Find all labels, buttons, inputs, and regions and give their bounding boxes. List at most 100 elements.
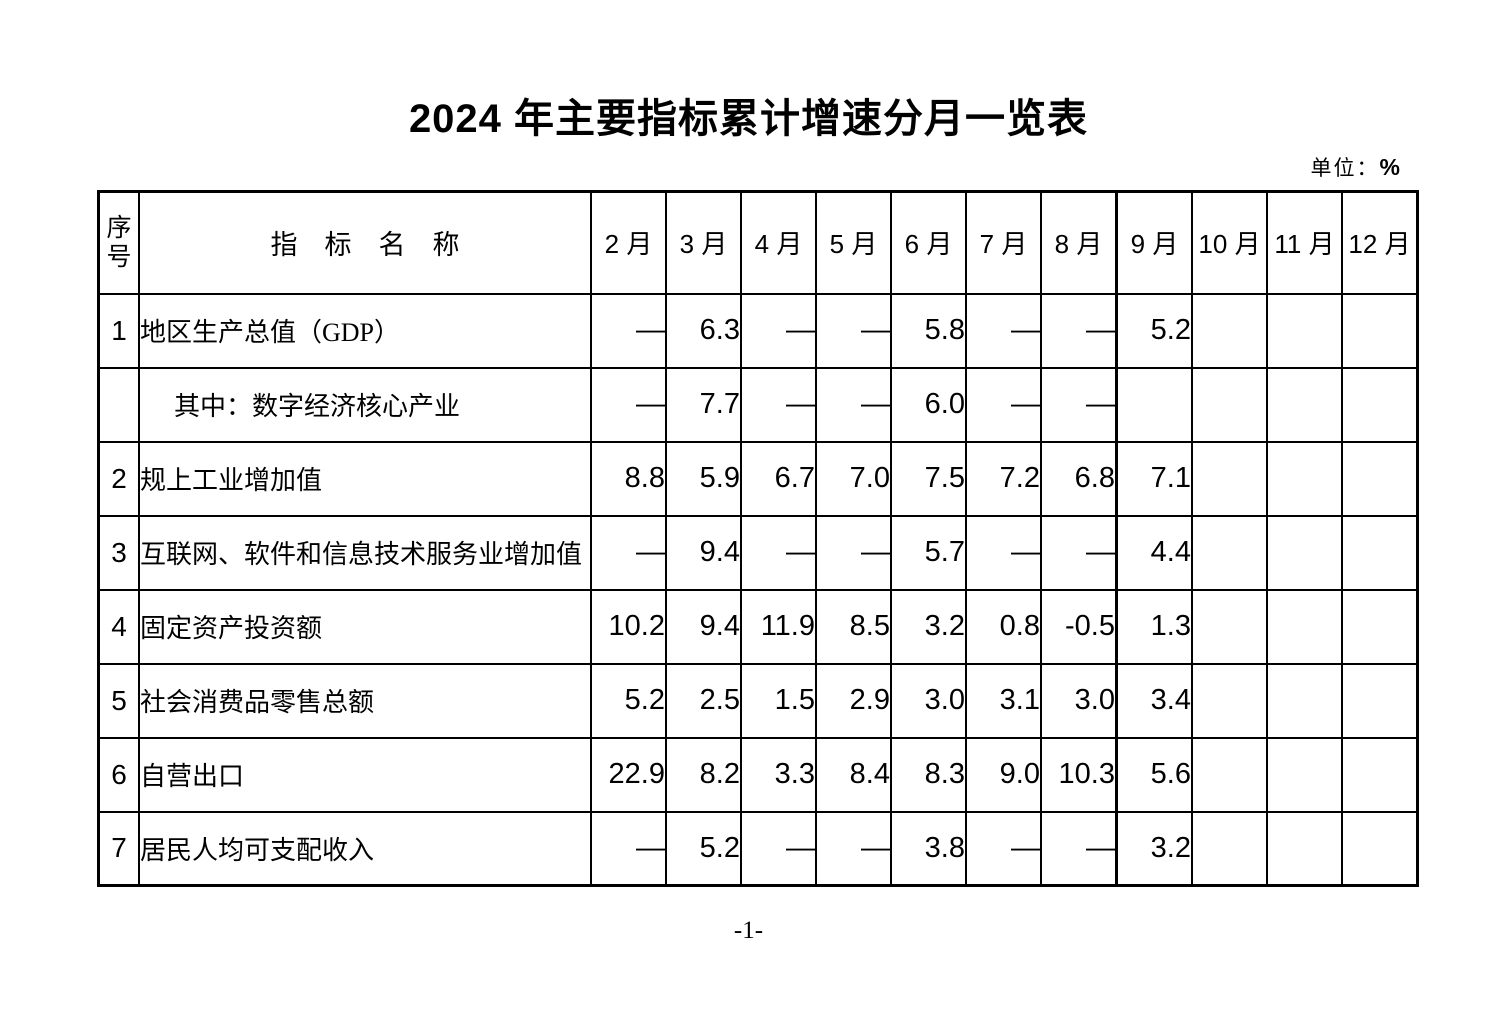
value-cell — [1341, 514, 1419, 591]
value-cell: 2.9 — [815, 662, 892, 739]
page-title: 2024 年主要指标累计增速分月一览表 — [408, 97, 1089, 141]
value-cell: 5.2 — [1115, 292, 1193, 369]
value-cell: 6.0 — [890, 366, 967, 443]
value-cell: 10.2 — [590, 588, 667, 665]
value-cell — [1266, 440, 1343, 517]
value-cell: — — [1040, 810, 1118, 887]
value-cell: 8.2 — [665, 736, 742, 813]
value-cell: 7.7 — [665, 366, 742, 443]
table-row: 5 社会消费品零售总额 5.2 2.5 1.5 2.9 3.0 3.1 3.0 3.4 — [97, 662, 1419, 739]
value-cell: -0.5 — [1040, 588, 1118, 665]
value-cell: — — [1040, 514, 1118, 591]
header-index: 序 号 — [97, 190, 140, 295]
value-cell — [1341, 366, 1419, 443]
value-cell: — — [590, 810, 667, 887]
value-cell — [1115, 366, 1193, 443]
value-cell: — — [965, 292, 1042, 369]
indicator-name-cell: 固定资产投资额 — [138, 588, 592, 665]
row-index-cell: 2 — [97, 440, 140, 517]
value-cell: — — [590, 514, 667, 591]
table-row: 其中：数字经济核心产业 —7.7— —6.0— — — [97, 366, 1419, 443]
value-cell: 9.4 — [665, 514, 742, 591]
row-index-cell: 1 — [97, 292, 140, 369]
value-cell: 6.7 — [740, 440, 817, 517]
value-cell: 5.2 — [590, 662, 667, 739]
table-row: 4 固定资产投资额 10.2 9.4 11.9 8.5 3.2 0.8 -0.5 1.3 — [97, 588, 1419, 665]
unit-value: % — [1379, 154, 1400, 180]
value-cell: 6.3 — [665, 292, 742, 369]
value-cell: 8.8 — [590, 440, 667, 517]
month-header: 8 月 — [1040, 190, 1118, 295]
table-row: 1 地区生产总值（GDP） —6.3— —5.8— —5.2 — [97, 292, 1419, 369]
value-cell: — — [815, 366, 892, 443]
month-header: 5 月 — [815, 190, 892, 295]
value-cell — [1191, 662, 1268, 739]
value-cell: — — [1040, 366, 1118, 443]
value-cell: 5.2 — [665, 810, 742, 887]
table-row: 6 自营出口 22.9 8.2 3.3 8.4 8.3 9.0 10.3 5.6 — [97, 736, 1419, 813]
month-header: 2 月 — [590, 190, 667, 295]
table-row: 2 规上工业增加值 8.8 5.9 6.7 7.0 7.5 7.2 6.8 7.1 — [97, 440, 1419, 517]
value-cell: 1.5 — [740, 662, 817, 739]
value-cell — [1191, 736, 1268, 813]
value-cell: 9.4 — [665, 588, 742, 665]
month-header: 11 月 — [1266, 190, 1343, 295]
value-cell: 5.7 — [890, 514, 967, 591]
indicator-name-cell: 自营出口 — [138, 736, 592, 813]
value-cell: — — [965, 810, 1042, 887]
unit-line: 单位：% — [0, 152, 1400, 180]
value-cell: 3.8 — [890, 810, 967, 887]
month-header: 10 月 — [1191, 190, 1268, 295]
value-cell: 11.9 — [740, 588, 817, 665]
indicator-name-cell: 规上工业增加值 — [138, 440, 592, 517]
value-cell — [1266, 662, 1343, 739]
value-cell: 7.0 — [815, 440, 892, 517]
indicator-name-cell: 居民人均可支配收入 — [138, 810, 592, 887]
value-cell: 9.0 — [965, 736, 1042, 813]
row-index-cell: 3 — [97, 514, 140, 591]
value-cell — [1191, 514, 1268, 591]
value-cell: 1.3 — [1115, 588, 1193, 665]
indicator-name-cell: 地区生产总值（GDP） — [138, 292, 592, 369]
value-cell — [1266, 736, 1343, 813]
value-cell — [1191, 292, 1268, 369]
value-cell: — — [965, 514, 1042, 591]
value-cell: — — [590, 366, 667, 443]
value-cell — [1341, 810, 1419, 887]
value-cell — [1266, 366, 1343, 443]
value-cell — [1266, 810, 1343, 887]
value-cell: 3.0 — [1040, 662, 1118, 739]
indicator-name-cell: 互联网、软件和信息技术服务业增加值 — [138, 514, 592, 591]
value-cell — [1341, 662, 1419, 739]
value-cell: 8.3 — [890, 736, 967, 813]
value-cell — [1341, 292, 1419, 369]
page-number: -1- — [733, 917, 764, 944]
value-cell: 7.2 — [965, 440, 1042, 517]
value-cell: 0.8 — [965, 588, 1042, 665]
month-header: 4 月 — [740, 190, 817, 295]
value-cell: 5.6 — [1115, 736, 1193, 813]
value-cell: 7.1 — [1115, 440, 1193, 517]
value-cell — [1191, 588, 1268, 665]
value-cell — [1266, 292, 1343, 369]
table-body: 1 地区生产总值（GDP） —6.3— —5.8— —5.2 其中：数字经济核心产业 —7.… — [97, 292, 1419, 887]
value-cell: — — [590, 292, 667, 369]
value-cell: — — [815, 810, 892, 887]
value-cell: 2.5 — [665, 662, 742, 739]
value-cell — [1341, 588, 1419, 665]
value-cell — [1266, 514, 1343, 591]
table-row: 3 互联网、软件和信息技术服务业增加值 —9.4— —5.7— —4.4 — [97, 514, 1419, 591]
month-header: 3 月 — [665, 190, 742, 295]
indicator-name-cell: 社会消费品零售总额 — [138, 662, 592, 739]
indicator-name-cell: 其中：数字经济核心产业 — [138, 366, 592, 443]
row-index-cell: 7 — [97, 810, 140, 887]
value-cell — [1341, 736, 1419, 813]
value-cell: — — [740, 292, 817, 369]
value-cell: — — [965, 366, 1042, 443]
row-index-cell: 4 — [97, 588, 140, 665]
month-header: 9 月 — [1115, 190, 1193, 295]
month-header: 12 月 — [1341, 190, 1419, 295]
value-cell: — — [740, 366, 817, 443]
